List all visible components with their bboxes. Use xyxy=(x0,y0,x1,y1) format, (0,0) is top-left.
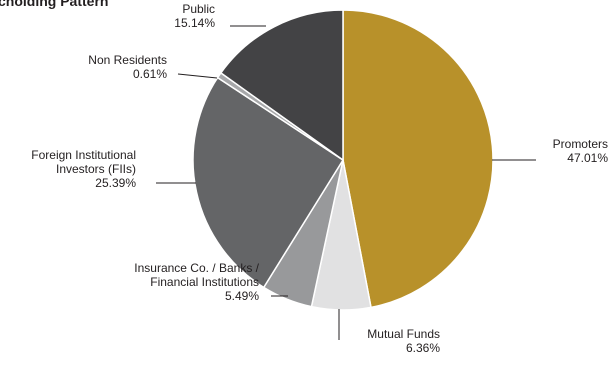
slice-name-part: Foreign Institutional xyxy=(31,148,136,162)
slice-name-part: Investors (FIIs) xyxy=(56,162,136,176)
slice-label-promoters: Promoters 47.01% xyxy=(553,137,608,165)
leader-lines xyxy=(156,25,536,340)
slice-label-insurance-co-banks-financial-institutions: Insurance Co. / Banks / Financial Institu… xyxy=(134,261,259,303)
slice-value: 6.36% xyxy=(406,341,440,355)
slice-label-non-residents: Non Residents 0.61% xyxy=(88,53,167,81)
slice-value: 15.14% xyxy=(174,16,215,30)
chart-title-fragment: cholding Pattern xyxy=(0,0,108,9)
slice-labels: Promoters 47.01% Mutual Funds 6.36% Insuranc… xyxy=(31,2,608,355)
slice-name: Mutual Funds xyxy=(367,327,440,341)
leader-line-non-residents xyxy=(177,73,218,79)
pie-slice-public xyxy=(219,9,344,162)
slice-value: 47.01% xyxy=(567,151,608,165)
slice-value: 0.61% xyxy=(133,67,167,81)
slice-label-public: Public 15.14% xyxy=(174,2,215,30)
slice-name: Promoters xyxy=(553,137,608,151)
slice-name: Non Residents xyxy=(88,53,167,67)
pie-slice-promoters xyxy=(342,9,494,309)
slice-label-foreign-institutional-investors-fiis: Foreign Institutional Investors (FIIs) 25.… xyxy=(31,148,136,190)
slice-name-part: Insurance Co. / Banks / xyxy=(134,261,259,275)
pie-slice-foreign-institutional-investors-fiis xyxy=(192,76,345,289)
slice-value: 25.39% xyxy=(95,176,136,190)
slice-name: Public xyxy=(182,2,215,16)
slice-label-mutual-funds: Mutual Funds 6.36% xyxy=(367,327,440,355)
slice-name-part: Financial Institutions xyxy=(150,275,259,289)
pie-slices xyxy=(192,9,494,311)
slice-value: 5.49% xyxy=(225,289,259,303)
